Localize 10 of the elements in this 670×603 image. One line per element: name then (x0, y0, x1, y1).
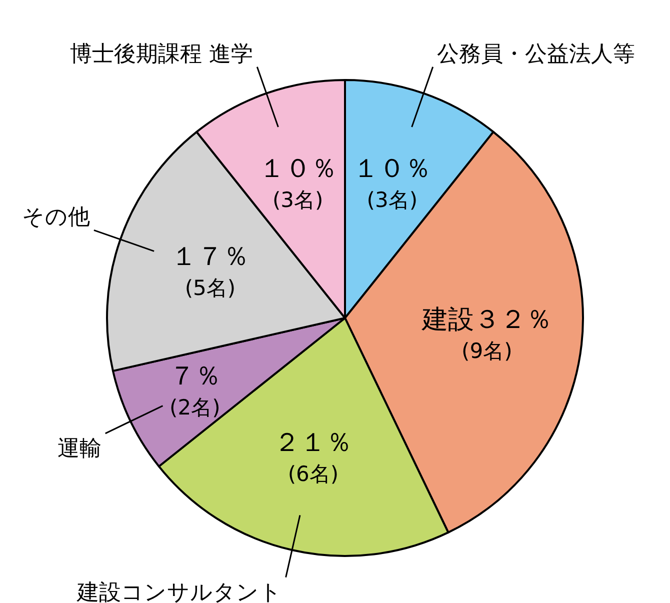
data-label: １０％ (3名) (258, 154, 337, 212)
slice-label: 運輸 (57, 436, 102, 462)
data-label: １７％ (5名) (171, 242, 250, 300)
data-label: １０％ (3名) (353, 154, 432, 212)
slice-label: その他 (22, 205, 90, 230)
slice-label: 公務員・公益法人等 (436, 42, 635, 67)
slice-label: 建設コンサルタント (76, 580, 282, 603)
slice-label: 博士後期課程 進学 (70, 42, 254, 67)
data-label: ２１％ (6名) (274, 428, 352, 486)
data-label: ７％ (2名) (168, 361, 221, 420)
